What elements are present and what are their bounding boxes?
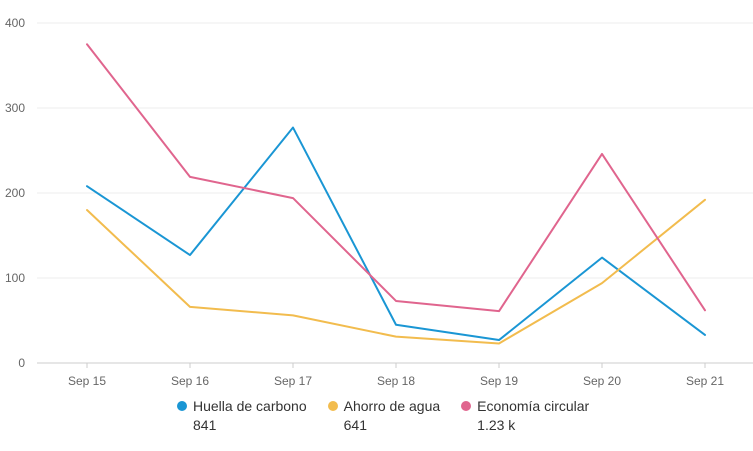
chart-legend: Huella de carbono 841 Ahorro de agua 641…: [177, 398, 589, 433]
legend-total: 1.23 k: [477, 417, 516, 433]
x-tick-label: Sep 19: [480, 374, 518, 388]
line-chart: 0 100 200 300 400 Sep 15 Sep 16 Sep 17 Sep 18 Se…: [5, 16, 753, 388]
x-tick-label: Sep 15: [68, 374, 106, 388]
legend-marker: [327, 401, 338, 411]
series-line-0[interactable]: [86, 126, 706, 342]
x-tick-label: Sep 16: [171, 374, 209, 388]
series-line-2[interactable]: [86, 43, 706, 313]
legend-marker: [177, 401, 187, 411]
y-tick-label: 400: [5, 16, 25, 30]
x-tick-label: Sep 20: [583, 374, 621, 388]
legend-item-huella-de-carbono[interactable]: Huella de carbono 841: [177, 398, 307, 433]
legend-total: 841: [193, 417, 217, 433]
legend-marker: [461, 401, 472, 411]
y-tick-label: 0: [18, 356, 25, 370]
series-line-1[interactable]: [86, 198, 706, 345]
legend-label: Huella de carbono: [193, 398, 307, 414]
x-tick-label: Sep 18: [377, 374, 415, 388]
y-tick-label: 200: [5, 186, 25, 200]
legend-label: Ahorro de agua: [343, 398, 441, 414]
y-tick-label: 300: [5, 101, 25, 115]
x-tick-label: Sep 17: [274, 374, 312, 388]
legend-item-ahorro-de-agua[interactable]: Ahorro de agua 641: [327, 398, 441, 433]
x-tick-label: Sep 21: [686, 374, 724, 388]
legend-total: 641: [343, 417, 367, 433]
y-tick-label: 100: [5, 271, 25, 285]
legend-label: Economía circular: [477, 398, 590, 414]
legend-item-economia-circular[interactable]: Economía circular 1.23 k: [461, 398, 589, 433]
